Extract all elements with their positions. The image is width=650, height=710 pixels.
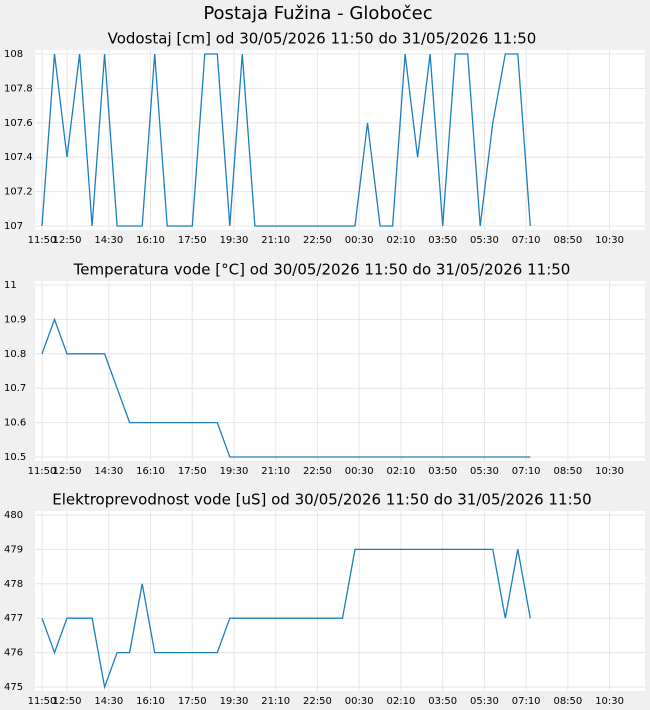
data-line — [41, 317, 531, 458]
y-tick-label: 107.4 — [4, 152, 33, 163]
y-tick-label: 476 — [4, 648, 23, 659]
y-tick-label: 11 — [4, 280, 17, 291]
x-tick-label: 11:50 — [28, 466, 57, 477]
y-tick-label: 108 — [4, 49, 23, 60]
x-tick-label: 05:30 — [470, 466, 499, 477]
x-tick-label: 19:30 — [220, 466, 249, 477]
x-tick-label: 08:50 — [553, 696, 582, 707]
plot-area — [35, 50, 645, 230]
x-tick-label: 19:30 — [220, 235, 249, 246]
x-tick-label: 14:30 — [94, 466, 123, 477]
plot-area — [35, 281, 645, 461]
x-tick-label: 16:10 — [136, 466, 165, 477]
x-tick-label: 14:30 — [94, 235, 123, 246]
x-tick-label: 00:30 — [345, 235, 374, 246]
y-tick-label: 478 — [4, 579, 23, 590]
x-tick-label: 02:10 — [387, 466, 416, 477]
x-tick-label: 17:50 — [178, 235, 207, 246]
x-tick-label: 16:10 — [136, 696, 165, 707]
x-tick-label: 21:10 — [261, 696, 290, 707]
x-tick-label: 10:30 — [595, 235, 624, 246]
x-tick-label: 12:50 — [53, 235, 82, 246]
y-tick-label: 10.7 — [4, 383, 26, 394]
x-tick-label: 02:10 — [387, 696, 416, 707]
x-tick-label: 03:50 — [428, 466, 457, 477]
y-tick-label: 107 — [4, 221, 23, 232]
x-tick-label: 12:50 — [53, 696, 82, 707]
x-tick-label: 19:30 — [220, 696, 249, 707]
data-line — [41, 53, 531, 227]
y-tick-label: 479 — [4, 544, 23, 555]
x-tick-label: 11:50 — [28, 235, 57, 246]
y-tick-label: 10.6 — [4, 418, 26, 429]
x-tick-label: 14:30 — [94, 696, 123, 707]
chart-title: Elektroprevodnost vode [uS] od 30/05/202… — [52, 491, 591, 509]
x-tick-label: 11:50 — [28, 696, 57, 707]
x-tick-label: 10:30 — [595, 466, 624, 477]
x-tick-label: 22:50 — [303, 235, 332, 246]
x-tick-label: 21:10 — [261, 235, 290, 246]
x-tick-label: 03:50 — [428, 235, 457, 246]
x-tick-label: 16:10 — [136, 235, 165, 246]
y-tick-label: 107.6 — [4, 118, 33, 129]
x-tick-label: 22:50 — [303, 466, 332, 477]
x-tick-label: 00:30 — [345, 696, 374, 707]
x-tick-label: 00:30 — [345, 466, 374, 477]
x-tick-label: 07:10 — [512, 696, 541, 707]
y-tick-label: 10.9 — [4, 314, 26, 325]
y-tick-label: 480 — [4, 510, 23, 521]
x-tick-label: 21:10 — [261, 466, 290, 477]
chart-title: Vodostaj [cm] od 30/05/2026 11:50 do 31/… — [108, 30, 537, 48]
plot-area — [35, 511, 645, 691]
x-tick-label: 10:30 — [595, 696, 624, 707]
y-tick-label: 475 — [4, 682, 23, 693]
page-title: Postaja Fužina - Globočec — [203, 3, 432, 24]
y-tick-label: 107.8 — [4, 83, 33, 94]
x-tick-label: 05:30 — [470, 235, 499, 246]
y-tick-label: 477 — [4, 613, 23, 624]
x-tick-label: 17:50 — [178, 696, 207, 707]
chart-title: Temperatura vode [°C] od 30/05/2026 11:5… — [73, 261, 571, 279]
y-tick-label: 10.8 — [4, 349, 26, 360]
x-tick-label: 07:10 — [512, 235, 541, 246]
x-tick-label: 05:30 — [470, 696, 499, 707]
x-tick-label: 12:50 — [53, 466, 82, 477]
x-tick-label: 17:50 — [178, 466, 207, 477]
x-tick-label: 07:10 — [512, 466, 541, 477]
x-tick-label: 22:50 — [303, 696, 332, 707]
y-tick-label: 107.2 — [4, 187, 33, 198]
x-tick-label: 02:10 — [387, 235, 416, 246]
y-tick-label: 10.5 — [4, 452, 26, 463]
data-line — [41, 548, 531, 690]
x-tick-label: 08:50 — [553, 466, 582, 477]
x-tick-label: 03:50 — [428, 696, 457, 707]
x-tick-label: 08:50 — [553, 235, 582, 246]
